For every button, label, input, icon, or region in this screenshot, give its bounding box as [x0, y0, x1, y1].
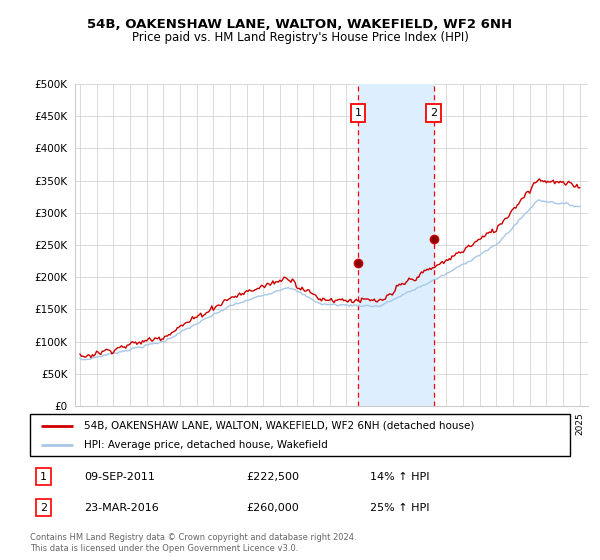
Text: 25% ↑ HPI: 25% ↑ HPI — [370, 503, 430, 513]
Text: 54B, OAKENSHAW LANE, WALTON, WAKEFIELD, WF2 6NH (detached house): 54B, OAKENSHAW LANE, WALTON, WAKEFIELD, … — [84, 421, 475, 431]
Text: 1: 1 — [355, 108, 361, 118]
Text: 54B, OAKENSHAW LANE, WALTON, WAKEFIELD, WF2 6NH: 54B, OAKENSHAW LANE, WALTON, WAKEFIELD, … — [88, 18, 512, 31]
Bar — [358, 84, 434, 406]
Text: Price paid vs. HM Land Registry's House Price Index (HPI): Price paid vs. HM Land Registry's House … — [131, 31, 469, 44]
Text: 23-MAR-2016: 23-MAR-2016 — [84, 503, 159, 513]
Text: Contains HM Land Registry data © Crown copyright and database right 2024.
This d: Contains HM Land Registry data © Crown c… — [30, 533, 356, 553]
Text: £222,500: £222,500 — [246, 472, 299, 482]
Text: 09-SEP-2011: 09-SEP-2011 — [84, 472, 155, 482]
FancyBboxPatch shape — [30, 414, 570, 456]
Text: HPI: Average price, detached house, Wakefield: HPI: Average price, detached house, Wake… — [84, 440, 328, 450]
Text: 14% ↑ HPI: 14% ↑ HPI — [370, 472, 430, 482]
Text: 2: 2 — [40, 503, 47, 513]
Text: £260,000: £260,000 — [246, 503, 299, 513]
Text: 2: 2 — [430, 108, 437, 118]
Text: 1: 1 — [40, 472, 47, 482]
